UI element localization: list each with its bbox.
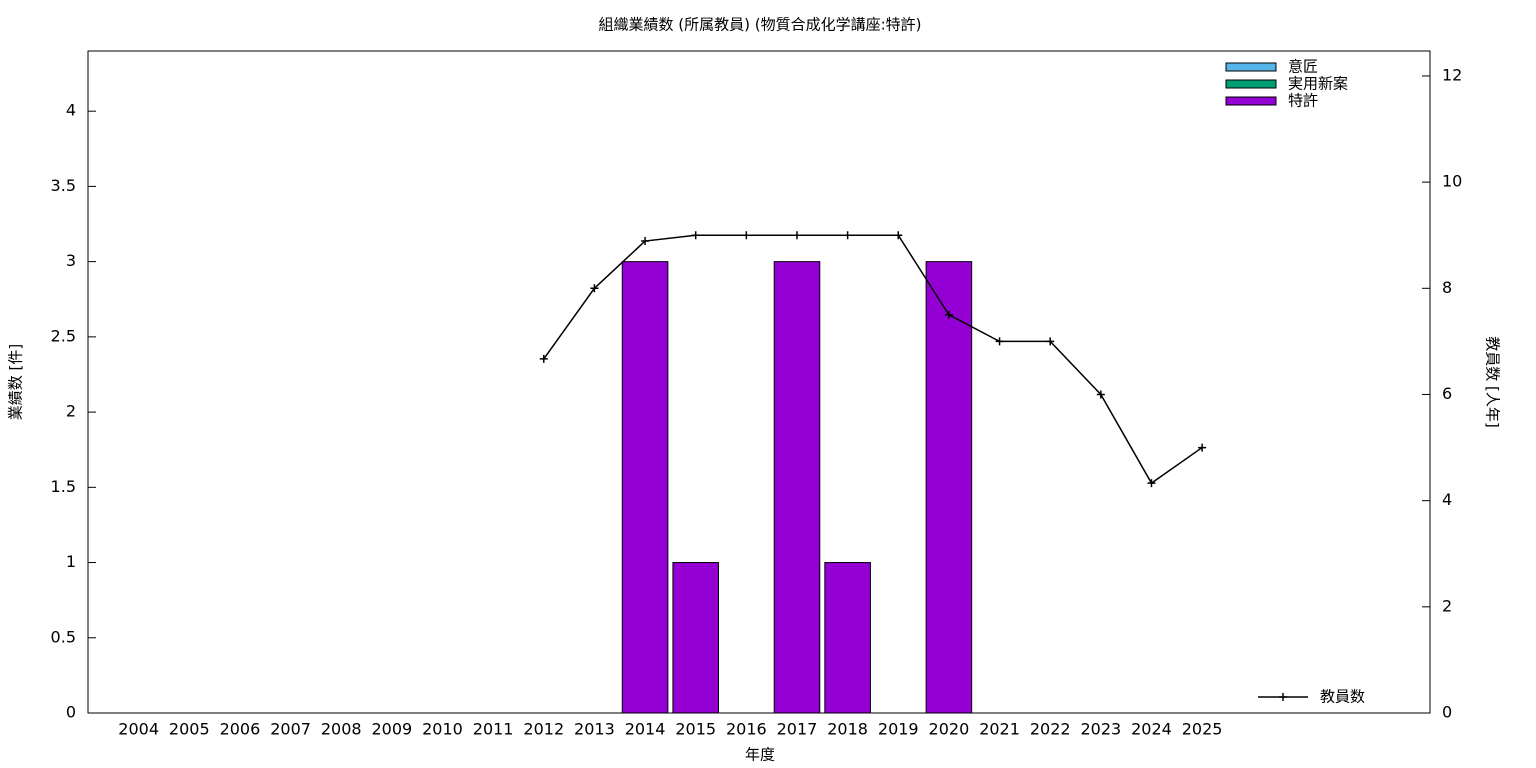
- x-tick-label: 2007: [270, 720, 311, 739]
- chart-title: 組織業績数 (所属教員) (物質合成化学講座:特許): [598, 16, 921, 34]
- line: [543, 234, 1203, 485]
- y-axis-label: 業績数 [件]: [7, 344, 25, 420]
- legend-label: 意匠: [1288, 58, 1318, 76]
- bar: [925, 261, 973, 714]
- point: [995, 337, 1004, 346]
- x-tick-label: 2017: [777, 720, 818, 739]
- point: [1198, 443, 1207, 452]
- x-tick-label: 2005: [169, 720, 210, 739]
- x-tick-label: 2009: [371, 720, 412, 739]
- point: [944, 310, 953, 319]
- y-tick-label: 3.5: [51, 176, 76, 195]
- legend-label: 実用新案: [1288, 75, 1348, 93]
- y-tick-label: 4: [66, 101, 76, 120]
- x-tick-label: 2014: [625, 720, 666, 739]
- x-tick-label: 2019: [878, 720, 919, 739]
- y-tick-label: 0.5: [51, 627, 76, 646]
- y2-tick-label: 6: [1442, 384, 1452, 403]
- legend-swatch: [1225, 79, 1277, 89]
- x-tick-label: 2023: [1080, 720, 1121, 739]
- x-axis-label: 年度: [745, 746, 775, 764]
- point: [742, 231, 751, 240]
- point: [843, 231, 852, 240]
- point: [1096, 390, 1105, 399]
- x-tick-label: 2021: [979, 720, 1020, 739]
- x-tick-label: 2025: [1182, 720, 1223, 739]
- y-tick-label: 3: [66, 251, 76, 270]
- legend-swatch: [1225, 96, 1277, 106]
- x-tick-label: 2024: [1131, 720, 1172, 739]
- y-tick-label: 2: [66, 402, 76, 421]
- x-tick-label: 2013: [574, 720, 615, 739]
- y2-tick-label: 10: [1442, 172, 1462, 191]
- y2-tick-label: 0: [1442, 703, 1452, 722]
- x-tick-label: 2015: [675, 720, 716, 739]
- x-tick-label: 2020: [929, 720, 970, 739]
- x-tick-label: 2012: [523, 720, 564, 739]
- plot-frame: [87, 50, 1431, 714]
- point: [539, 354, 548, 363]
- point: [641, 237, 650, 246]
- x-tick-label: 2018: [827, 720, 868, 739]
- x-tick-label: 2010: [422, 720, 463, 739]
- x-tick-label: 2008: [321, 720, 362, 739]
- point: [691, 231, 700, 240]
- point: [1147, 479, 1156, 488]
- y2-tick-label: 2: [1442, 596, 1452, 615]
- legend-marker: [1279, 693, 1287, 701]
- x-tick-label: 2022: [1030, 720, 1071, 739]
- legend-swatch: [1225, 62, 1277, 72]
- bar: [621, 261, 669, 714]
- legend-label: 教員数: [1320, 688, 1365, 706]
- y2-tick-label: 12: [1442, 65, 1462, 84]
- y-tick-label: 1: [66, 552, 76, 571]
- bar: [672, 562, 719, 714]
- y-tick-label: 0: [66, 703, 76, 722]
- x-tick-label: 2016: [726, 720, 767, 739]
- bar: [773, 261, 821, 714]
- y-tick-label: 2.5: [51, 326, 76, 345]
- point: [590, 284, 599, 293]
- x-tick-label: 2004: [118, 720, 159, 739]
- y-tick-label: 1.5: [51, 477, 76, 496]
- point: [792, 231, 801, 240]
- x-tick-label: 2006: [220, 720, 261, 739]
- y2-tick-label: 4: [1442, 490, 1452, 509]
- y2-axis-label: 教員数 [人年]: [1484, 336, 1502, 427]
- legend-label: 特許: [1288, 92, 1318, 110]
- point: [1046, 337, 1055, 346]
- bar: [824, 562, 871, 714]
- x-tick-label: 2011: [473, 720, 514, 739]
- point: [894, 231, 903, 240]
- y2-tick-label: 8: [1442, 278, 1452, 297]
